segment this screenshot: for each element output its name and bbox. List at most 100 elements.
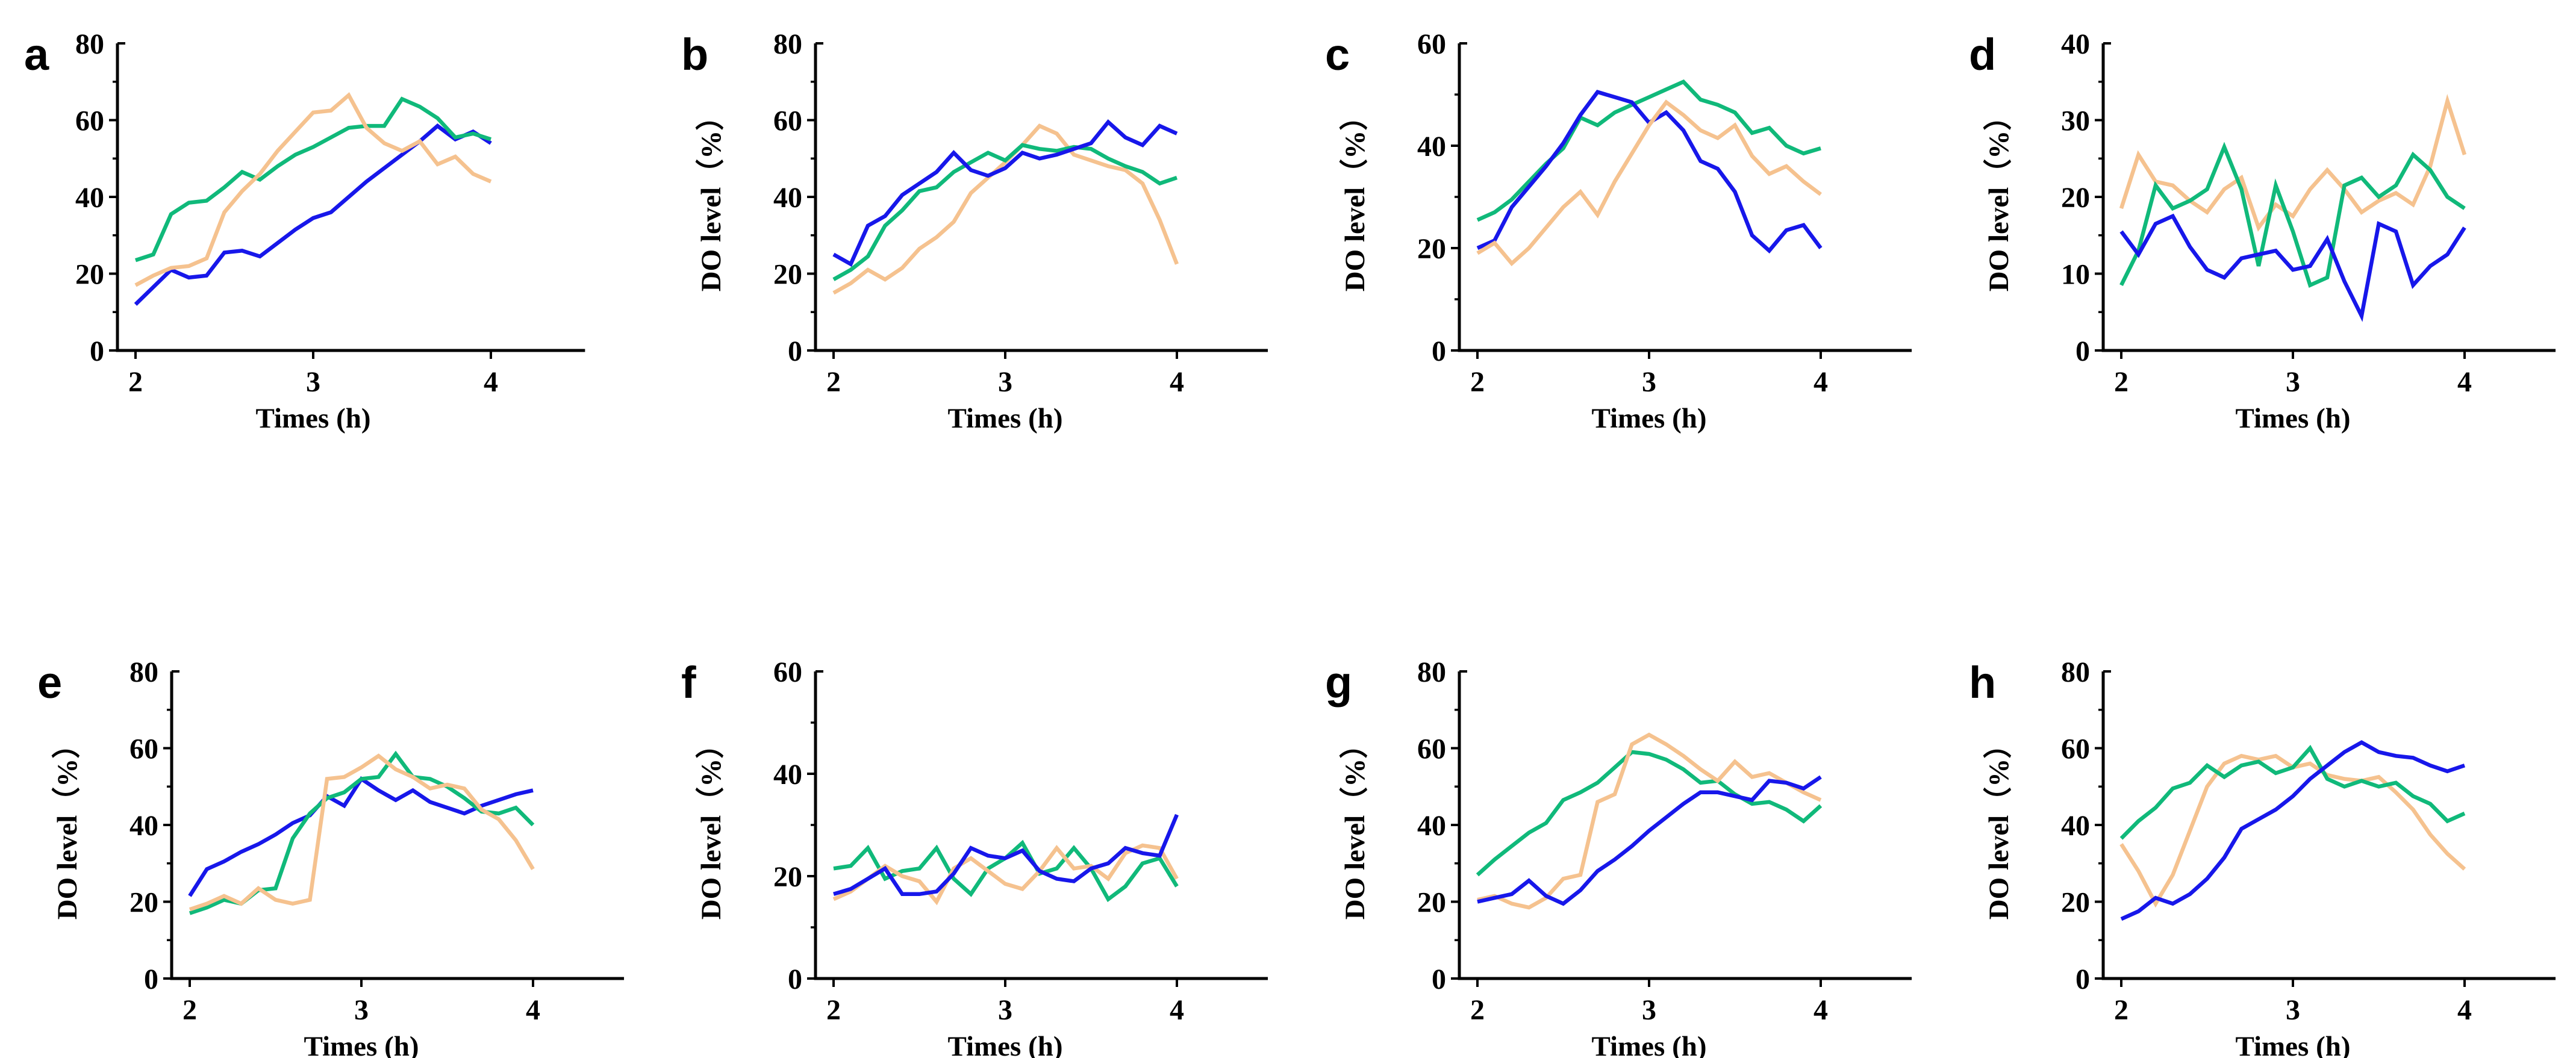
x-axis-label: Times (h) [2235, 1031, 2350, 1058]
y-axis-label: DO level（%） [696, 730, 727, 920]
series-line-blue [1477, 775, 1822, 906]
x-tick-label: 4 [1170, 366, 1184, 398]
chart-panel-h: h 0 20 40 60 80 2 3 4 Times (h) DO level（%） [1969, 656, 2556, 1058]
y-tick-label: 0 [2075, 335, 2090, 367]
y-tick-label: 40 [773, 759, 802, 791]
x-tick-label: 2 [128, 366, 143, 398]
panel-h: h 0 20 40 60 80 2 3 4 Times (h) DO level（%） [1932, 635, 2575, 1058]
y-tick-label: 80 [75, 28, 104, 60]
x-tick-label: 3 [306, 366, 320, 398]
series-line-orange [832, 123, 1179, 295]
y-tick-label: 80 [2061, 656, 2090, 688]
x-axis-label: Times (h) [947, 403, 1062, 434]
y-axis-label: DO level（%） [1983, 730, 2015, 920]
axes-spines [814, 43, 1268, 352]
axes-spines [2101, 671, 2556, 980]
y-tick-label: 20 [75, 259, 104, 291]
x-tick-label: 4 [1813, 366, 1828, 398]
panel-label: b [681, 30, 708, 79]
y-tick-label: 60 [1417, 733, 1446, 765]
panel-a: a 0 20 40 60 80 2 3 4 Times (h) [0, 7, 644, 434]
y-tick-label: 20 [2061, 182, 2090, 214]
y-tick-label: 20 [129, 887, 158, 919]
y-axis-label: DO level（%） [52, 730, 83, 920]
x-axis-label: Times (h) [1591, 1031, 1706, 1058]
series-line-blue [2120, 740, 2466, 921]
x-tick-label: 4 [2457, 994, 2472, 1026]
panel-label: h [1969, 658, 1996, 708]
axes-spines [170, 671, 625, 980]
panel-b: b 0 20 40 60 80 2 3 4 Times (h) DO level（%） [644, 7, 1288, 434]
y-tick-label: 20 [2061, 887, 2090, 919]
series-line-green [189, 750, 535, 915]
y-axis-label: DO level（%） [696, 102, 727, 292]
series-line-orange [2119, 753, 2466, 908]
y-tick-label: 0 [90, 335, 104, 367]
x-tick-label: 3 [2286, 366, 2300, 398]
series-line-orange [1476, 99, 1822, 267]
series-line-orange [2119, 93, 2467, 232]
y-tick-label: 10 [2061, 259, 2090, 291]
x-tick-label: 3 [2286, 994, 2300, 1026]
panel-label: f [681, 658, 696, 708]
y-tick-label: 80 [129, 656, 158, 688]
y-tick-label: 60 [75, 105, 104, 137]
axes-spines [814, 671, 1268, 980]
y-tick-label: 40 [75, 182, 104, 214]
x-tick-label: 4 [1813, 994, 1828, 1026]
x-tick-label: 2 [2114, 994, 2128, 1026]
panel-d: d 0 10 20 30 40 2 3 4 Times (h) DO level（%） [1932, 7, 2575, 434]
axes-spines [1458, 43, 1912, 352]
y-tick-label: 60 [129, 733, 158, 765]
panel-g: g 0 20 40 60 80 2 3 4 Times (h) DO level（%） [1288, 635, 1932, 1058]
x-tick-label: 4 [526, 994, 540, 1026]
x-axis-label: Times (h) [255, 403, 370, 434]
series-line-blue [134, 123, 492, 306]
chart-panel-b: b 0 20 40 60 80 2 3 4 Times (h) DO level（%） [681, 28, 1268, 434]
chart-panel-a: a 0 20 40 60 80 2 3 4 Times (h) [24, 28, 585, 434]
y-tick-label: 30 [2061, 105, 2090, 137]
series-line-green [2119, 142, 2466, 288]
series-line-green [1476, 750, 1823, 877]
y-tick-label: 20 [773, 861, 802, 893]
y-tick-label: 40 [2061, 810, 2090, 842]
x-tick-label: 4 [484, 366, 498, 398]
y-tick-label: 80 [773, 28, 802, 60]
series-line-orange [832, 843, 1179, 906]
chart-panel-c: c 0 20 40 60 2 3 4 Times (h) DO level（%） [1325, 28, 1912, 434]
panel-f: f 0 20 40 60 2 3 4 Times (h) DO level（%） [644, 635, 1288, 1058]
y-tick-label: 40 [773, 182, 802, 214]
y-tick-label: 0 [1432, 963, 1446, 995]
series-line-green [2119, 744, 2466, 840]
y-tick-label: 60 [2061, 733, 2090, 765]
x-tick-label: 2 [1470, 994, 1485, 1026]
series-line-blue [2119, 213, 2466, 322]
x-tick-label: 3 [998, 366, 1012, 398]
chart-panel-f: f 0 20 40 60 2 3 4 Times (h) DO level（%） [681, 656, 1268, 1058]
panel-c: c 0 20 40 60 2 3 4 Times (h) DO level（%） [1288, 7, 1932, 434]
x-tick-label: 3 [998, 994, 1012, 1026]
y-axis-label: DO level（%） [1339, 730, 1371, 920]
x-axis-label: Times (h) [947, 1031, 1062, 1058]
series-line-orange [189, 753, 535, 912]
panel-label: a [24, 30, 49, 79]
series-line-green [1476, 79, 1821, 222]
x-tick-label: 4 [1170, 994, 1184, 1026]
axes-spines [2101, 43, 2556, 352]
y-tick-label: 0 [2075, 963, 2090, 995]
series-line-green [832, 143, 1178, 281]
y-tick-label: 20 [1417, 233, 1446, 265]
x-tick-label: 2 [1470, 366, 1485, 398]
x-axis-label: Times (h) [2235, 403, 2350, 434]
chart-panel-e: e 0 20 40 60 80 2 3 4 Times (h) DO level（%） [37, 656, 625, 1058]
y-tick-label: 0 [144, 963, 158, 995]
y-tick-label: 60 [1417, 28, 1446, 60]
x-tick-label: 2 [182, 994, 197, 1026]
y-tick-label: 20 [1417, 887, 1446, 919]
series-line-orange [134, 92, 492, 287]
panel-label: c [1325, 30, 1350, 79]
series-line-blue [188, 776, 534, 897]
panel-label: g [1325, 658, 1352, 708]
x-axis-label: Times (h) [1591, 403, 1706, 434]
series-line-orange [1477, 732, 1822, 910]
